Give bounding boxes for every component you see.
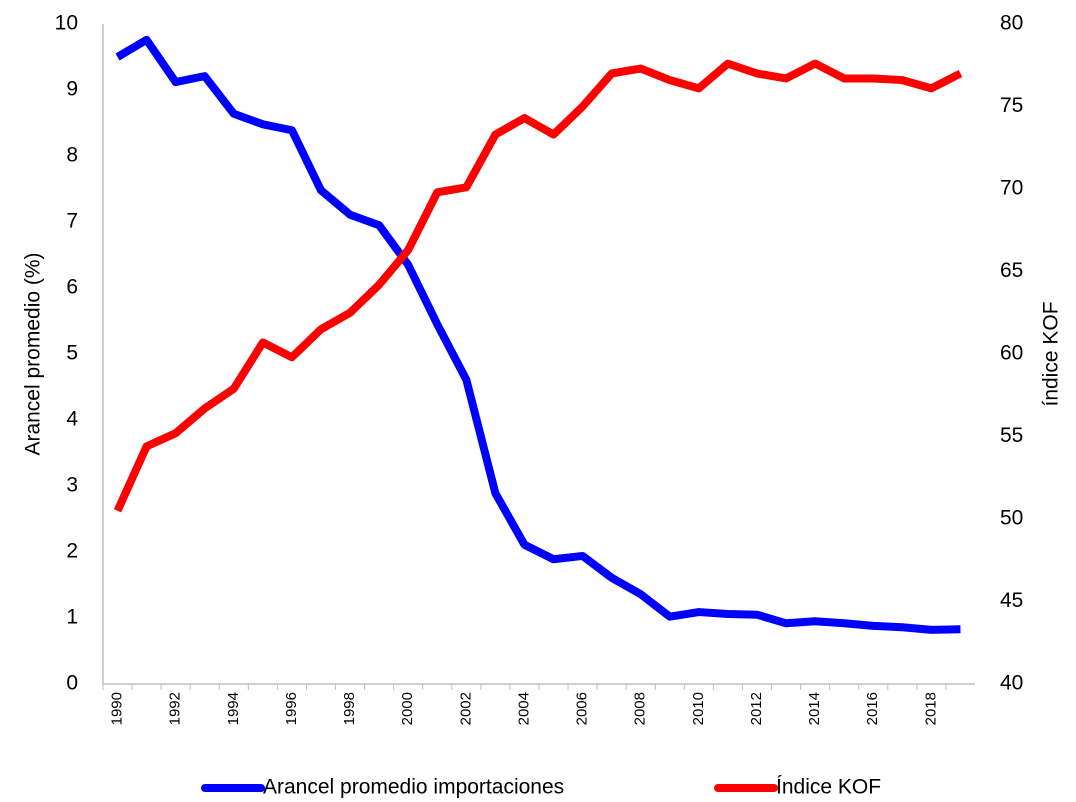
y-tick-label: 1 bbox=[66, 606, 78, 629]
y-tick-label: 0 bbox=[66, 672, 78, 695]
x-tick-label: 2014 bbox=[806, 692, 823, 725]
x-tick-label: 1992 bbox=[167, 692, 184, 725]
x-tick-label: 2006 bbox=[574, 692, 591, 725]
y2-axis-label: índice KOF bbox=[1040, 301, 1063, 406]
y-axis-label: Arancel promedio (%) bbox=[22, 252, 45, 455]
series-line bbox=[113, 59, 963, 513]
y2-tick-label: 40 bbox=[1000, 672, 1023, 695]
y2-tick-label: 65 bbox=[1000, 259, 1023, 282]
x-tick-label: 2008 bbox=[632, 692, 649, 725]
x-tick-label: 2004 bbox=[515, 692, 532, 725]
x-tick-label: 2002 bbox=[457, 692, 474, 725]
y-tick-label: 2 bbox=[66, 540, 78, 563]
y-tick-label: 6 bbox=[66, 276, 78, 299]
legend-label: Arancel promedio importaciones bbox=[263, 776, 564, 799]
series-line bbox=[115, 35, 961, 634]
legend-label: Índice KOF bbox=[776, 776, 881, 799]
x-tick-label: 2010 bbox=[690, 692, 707, 725]
y2-tick-label: 75 bbox=[1000, 94, 1023, 117]
y-tick-label: 8 bbox=[66, 144, 78, 167]
y2-tick-label: 70 bbox=[1000, 177, 1023, 200]
x-tick-label: 1994 bbox=[225, 692, 242, 725]
y2-tick-label: 45 bbox=[1000, 589, 1023, 612]
x-tick-label: 1998 bbox=[341, 692, 358, 725]
x-tick-label: 1996 bbox=[283, 692, 300, 725]
y2-tick-label: 80 bbox=[1000, 12, 1023, 35]
y-tick-label: 9 bbox=[66, 78, 78, 101]
y-tick-label: 10 bbox=[55, 12, 78, 35]
y-tick-label: 3 bbox=[66, 474, 78, 497]
x-tick-label: 2000 bbox=[399, 692, 416, 725]
x-tick-label: 2012 bbox=[748, 692, 765, 725]
y2-tick-label: 60 bbox=[1000, 342, 1023, 365]
y-tick-label: 4 bbox=[66, 408, 78, 431]
y-tick-label: 5 bbox=[66, 342, 78, 365]
x-tick-label: 2018 bbox=[922, 692, 939, 725]
x-tick-label: 2016 bbox=[864, 692, 881, 725]
y-tick-label: 7 bbox=[66, 210, 78, 233]
x-tick-label: 1990 bbox=[109, 692, 126, 725]
y2-tick-label: 55 bbox=[1000, 424, 1023, 447]
y2-tick-label: 50 bbox=[1000, 507, 1023, 530]
